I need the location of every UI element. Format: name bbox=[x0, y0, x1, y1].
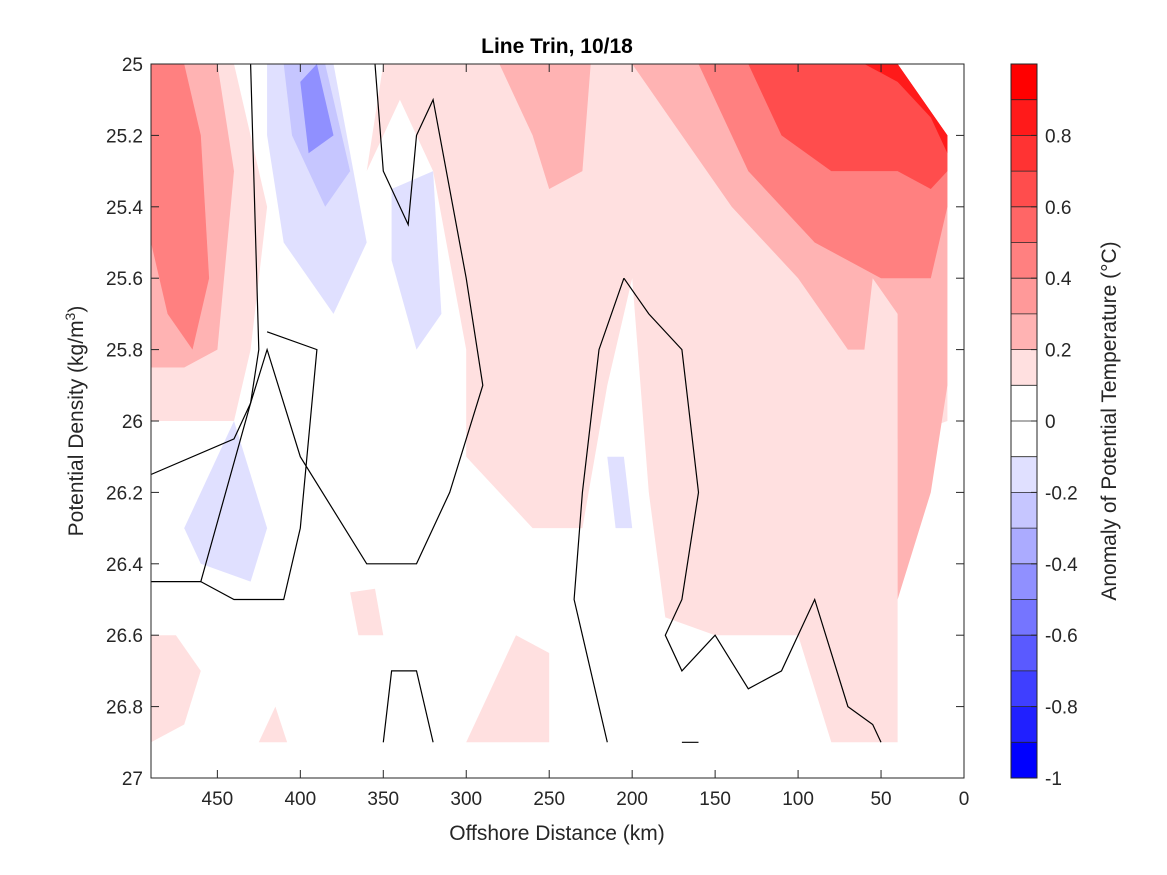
colorbar-tick-label: 0.4 bbox=[1045, 269, 1072, 290]
colorbar-swatch bbox=[1011, 421, 1037, 457]
anomaly-region-16 bbox=[607, 456, 633, 529]
anomaly-region-5 bbox=[258, 706, 288, 743]
chart-title: Line Trin, 10/18 bbox=[481, 35, 633, 58]
colorbar-swatch bbox=[1011, 742, 1037, 778]
colorbar-swatch bbox=[1011, 528, 1037, 564]
y-tick-label: 25.8 bbox=[106, 341, 143, 362]
x-tick-label: 250 bbox=[533, 789, 565, 810]
x-tick-label: 100 bbox=[782, 789, 814, 810]
colorbar-swatch bbox=[1011, 99, 1037, 136]
colorbar: 0.8 0.6 0.4 0.2 0 -0.2 -0.4 -0.6 -0.8 -1 bbox=[1010, 63, 1078, 790]
colorbar-swatch bbox=[1011, 135, 1037, 172]
colorbar-tick-label: -1 bbox=[1045, 769, 1062, 790]
colorbar-swatch bbox=[1011, 563, 1037, 600]
y-axis-title-text: Potential Density (kg/m bbox=[65, 320, 88, 536]
colorbar-swatch bbox=[1011, 349, 1037, 386]
x-tick-label: 450 bbox=[202, 789, 234, 810]
anomaly-region-2 bbox=[151, 635, 201, 743]
x-tick-label: 350 bbox=[367, 789, 399, 810]
colorbar-tick-label: -0.8 bbox=[1045, 698, 1078, 719]
y-tick-label: 26.2 bbox=[106, 483, 143, 504]
anomaly-region-12 bbox=[864, 64, 948, 154]
y-tick-label: 25 bbox=[122, 55, 143, 76]
colorbar-swatch bbox=[1011, 635, 1037, 671]
y-axis-title-superscript: 3 bbox=[62, 312, 78, 320]
y-axis-title-end: ) bbox=[65, 306, 88, 313]
colorbar-swatch bbox=[1011, 206, 1037, 243]
anomaly-region-15 bbox=[184, 421, 268, 582]
colorbar-tick-label: -0.2 bbox=[1045, 483, 1078, 504]
y-axis-ticks: 25 25.2 25.4 25.6 25.8 26 26.2 26.4 26.6 26.8 27 bbox=[106, 55, 964, 790]
colorbar-swatch bbox=[1011, 64, 1037, 100]
colorbar-tick-label: -0.6 bbox=[1045, 626, 1078, 647]
y-tick-label: 26.4 bbox=[106, 555, 143, 576]
colorbar-tick-label: 0 bbox=[1045, 412, 1056, 433]
x-tick-label: 50 bbox=[870, 789, 891, 810]
x-axis-title: Offshore Distance (km) bbox=[449, 822, 665, 845]
y-tick-label: 25.4 bbox=[106, 198, 143, 219]
y-axis-title: Potential Density (kg/m3) bbox=[62, 306, 88, 537]
y-tick-label: 25.2 bbox=[106, 126, 143, 147]
colorbar-swatch bbox=[1011, 706, 1037, 743]
x-tick-label: 200 bbox=[616, 789, 648, 810]
colorbar-title: Anomaly of Potential Temperature (°C) bbox=[1098, 241, 1121, 600]
colorbar-swatch bbox=[1011, 670, 1037, 707]
anomaly-region-3 bbox=[466, 635, 550, 743]
colorbar-tick-label: 0.2 bbox=[1045, 341, 1071, 362]
zero-contour-line-3 bbox=[623, 277, 882, 743]
y-tick-label: 26.8 bbox=[106, 698, 143, 719]
anomaly-region-11 bbox=[748, 64, 948, 189]
x-tick-label: 400 bbox=[284, 789, 316, 810]
y-tick-label: 25.6 bbox=[106, 269, 143, 290]
y-tick-label: 26 bbox=[122, 412, 143, 433]
x-axis-ticks: 450 400 350 300 250 200 150 100 50 0 bbox=[202, 64, 970, 810]
anomaly-region-4 bbox=[350, 588, 384, 636]
anomaly-region-9 bbox=[151, 64, 210, 350]
zero-contour-layer bbox=[151, 64, 882, 743]
anomaly-region-18 bbox=[300, 64, 334, 154]
colorbar-swatch bbox=[1011, 313, 1037, 350]
x-tick-label: 300 bbox=[450, 789, 482, 810]
zero-contour-line-4 bbox=[573, 278, 625, 743]
x-tick-label: 0 bbox=[959, 789, 970, 810]
colorbar-swatch bbox=[1011, 599, 1037, 636]
zero-contour-line-5 bbox=[382, 670, 434, 743]
zero-contour-line-2 bbox=[200, 331, 318, 601]
anomaly-region-0 bbox=[151, 64, 948, 743]
colorbar-tick-label: 0.8 bbox=[1045, 126, 1071, 147]
colorbar-tick-label: -0.4 bbox=[1045, 555, 1078, 576]
colorbar-swatch bbox=[1011, 385, 1037, 421]
anomaly-region-7 bbox=[499, 64, 591, 189]
colorbar-swatch bbox=[1011, 278, 1037, 314]
y-tick-label: 26.6 bbox=[106, 626, 143, 647]
zero-contour-line-1 bbox=[151, 64, 484, 583]
colorbar-swatch bbox=[1011, 242, 1037, 279]
x-tick-label: 150 bbox=[699, 789, 731, 810]
colorbar-swatch bbox=[1011, 171, 1037, 207]
colorbar-tick-label: 0.6 bbox=[1045, 198, 1071, 219]
colorbar-swatch bbox=[1011, 492, 1037, 529]
colorbar-swatch bbox=[1011, 456, 1037, 493]
y-tick-label: 27 bbox=[122, 769, 143, 790]
anomaly-fill-layer bbox=[151, 64, 948, 743]
